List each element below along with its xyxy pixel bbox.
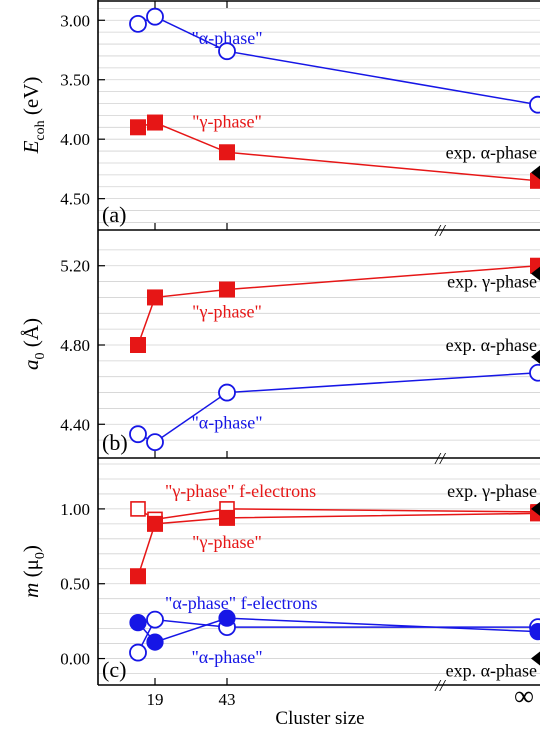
panel-b-point-0-2 (219, 281, 235, 298)
panel-a-point-1-1 (147, 114, 163, 131)
panel-c-annotation-4: exp. γ-phase (447, 481, 537, 501)
panel-b-annotation-2: exp. γ-phase (447, 272, 537, 292)
panel-a-ylabel: Ecoh (eV) (19, 77, 48, 155)
panel-c-point-3-2 (218, 609, 236, 627)
panel-a-point-0-3 (529, 95, 540, 114)
panel-c-annotation-1: "γ-phase" (192, 532, 262, 552)
panel-c-ytick-label: 1.00 (60, 500, 90, 519)
panel-c-point-1-2 (219, 509, 235, 526)
panel-c-point-3-0 (129, 614, 147, 632)
panel-c-exp-marker-0 (531, 501, 540, 516)
panel-c-point-0-0 (130, 501, 146, 517)
panel-b-ylabel: a0 (Å) (19, 318, 48, 370)
panel-b-point-1-1 (146, 433, 164, 452)
panel-a-series-line-1 (137, 121, 539, 182)
x-tick-label-1: 43 (219, 690, 236, 709)
panel-a-exp-marker-0 (531, 165, 540, 180)
panel-a-point-0-0 (129, 14, 147, 33)
panel-b-point-1-0 (129, 425, 147, 444)
panel-b-series-line-0 (137, 264, 539, 346)
panel-a-ytick-label: 4.50 (60, 190, 90, 209)
panel-c-ylabel: m (μ0) (19, 545, 48, 598)
panel-c-annotation-3: "α-phase" (191, 647, 262, 667)
panel-a-label: (a) (102, 202, 126, 227)
panel-a-ytick-label: 4.00 (60, 130, 90, 149)
panel-c-annotation-2: "α-phase" f-electrons (165, 593, 318, 613)
panel-a-point-0-2 (218, 42, 236, 61)
panel-c-point-3-3 (529, 623, 540, 641)
panel-b-ytick-label: 4.40 (60, 415, 90, 434)
panel-c-annotation-5: exp. α-phase (446, 661, 537, 681)
panel-b-series-line-1 (137, 371, 539, 443)
panel-c-series-line-3 (137, 617, 539, 643)
panel-b-ytick-label: 5.20 (60, 257, 90, 276)
panel-b-point-1-3 (529, 363, 540, 382)
x-tick-label-2: ∞ (514, 681, 534, 712)
panel-c-point-1-1 (147, 515, 163, 532)
panel-c-ytick-label: 0.50 (60, 575, 90, 594)
panel-b-label: (b) (102, 430, 128, 455)
panel-c-point-3-1 (146, 633, 164, 651)
panel-c-series-line-2 (137, 618, 538, 653)
panel-a-series-line-0 (137, 15, 539, 106)
panel-a-annotation-1: "γ-phase" (192, 111, 262, 131)
panel-b-point-0-1 (147, 289, 163, 306)
panel-a-annotation-2: exp. α-phase (446, 142, 537, 162)
panel-a-annotation-0: "α-phase" (191, 28, 262, 48)
panel-c-series-line-1 (137, 512, 539, 577)
panel-b-annotation-1: "α-phase" (191, 412, 262, 432)
panel-a-point-1-0 (130, 119, 146, 136)
panel-c-point-2-1 (146, 610, 164, 629)
panel-a-point-0-1 (146, 7, 164, 26)
panel-a-ytick-label: 3.50 (60, 71, 90, 90)
x-tick-label-0: 19 (147, 690, 164, 709)
panel-c-axis-break: // (434, 676, 447, 695)
panel-c-ytick-label: 0.00 (60, 650, 90, 669)
panel-a-axis-break: // (434, 221, 447, 240)
panel-b-axis-break: // (434, 449, 447, 468)
panel-c-exp-marker-1 (531, 651, 540, 666)
panel-c-series-line-0 (137, 508, 539, 521)
panel-b-point-1-2 (218, 383, 236, 402)
panel-b-annotation-3: exp. α-phase (446, 335, 537, 355)
panel-b-annotation-0: "γ-phase" (192, 301, 262, 321)
x-axis-label: Cluster size (275, 708, 364, 729)
panel-c-point-1-0 (130, 568, 146, 585)
panel-b-point-0-0 (130, 337, 146, 353)
panel-c-annotation-0: "γ-phase" f-electrons (165, 481, 316, 501)
panel-b-exp-marker-0 (531, 266, 540, 281)
panel-c-point-2-0 (129, 643, 147, 662)
panel-c-label: (c) (102, 657, 126, 682)
panel-a-ytick-label: 3.00 (60, 11, 90, 30)
panel-a-point-1-2 (219, 144, 235, 161)
panel-b-ytick-label: 4.80 (60, 336, 90, 355)
panel-b-exp-marker-1 (531, 349, 540, 364)
